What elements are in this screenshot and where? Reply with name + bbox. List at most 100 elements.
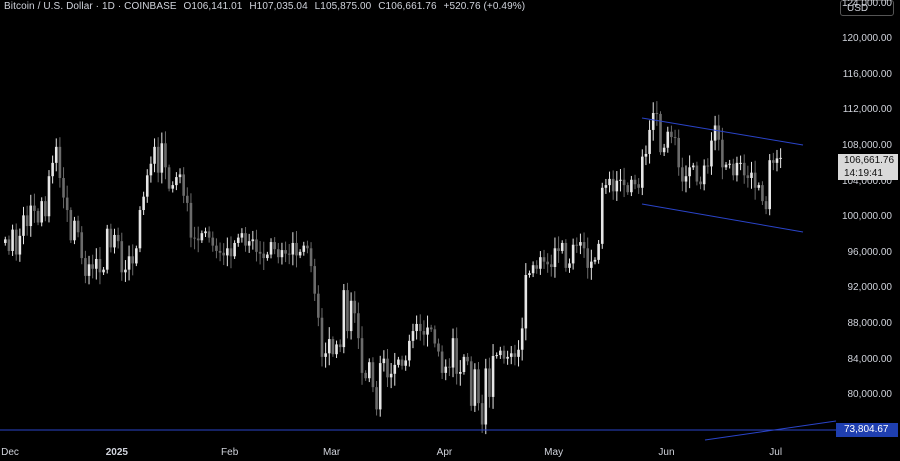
candle-body <box>236 237 240 243</box>
candle-body <box>542 257 546 262</box>
price-tick-label: 124,000.00 <box>841 0 892 9</box>
candle-body <box>568 263 571 268</box>
candle-body <box>313 266 316 294</box>
candle-body <box>724 164 728 168</box>
candle-body <box>386 358 389 378</box>
candle-body <box>586 248 589 268</box>
price-tick-label: 116,000.00 <box>842 68 892 80</box>
candle-body <box>91 264 94 269</box>
candle-body <box>335 344 338 355</box>
candle-body <box>582 242 586 249</box>
candle-body <box>378 363 382 410</box>
candle-body <box>422 331 426 335</box>
candle-body <box>207 231 211 238</box>
candle-body <box>644 153 648 157</box>
candle-body <box>553 248 557 267</box>
candle-body <box>775 158 779 163</box>
candle-body <box>728 163 731 165</box>
channel-lower-trendline[interactable] <box>641 203 804 233</box>
candle-body <box>768 160 771 210</box>
candle-body <box>615 180 619 192</box>
candle-body <box>619 179 622 181</box>
candle-body <box>513 353 517 357</box>
candle-body <box>266 254 269 259</box>
candle-body <box>437 343 440 352</box>
candle-body <box>164 143 167 168</box>
time-tick-label: Feb <box>221 447 239 458</box>
price-tick-label: 92,000.00 <box>847 282 893 294</box>
candle-body <box>280 250 284 258</box>
candle-body <box>418 323 422 332</box>
symbol-header: Bitcoin / U.S. Dollar · 1D · COINBASE O1… <box>4 1 529 12</box>
candle-body <box>324 353 327 357</box>
channel-upper-trendline[interactable] <box>641 117 804 146</box>
candle-body <box>706 165 710 167</box>
candle-body <box>557 248 560 251</box>
candle-body <box>320 317 324 357</box>
price-tick-label: 120,000.00 <box>841 33 892 45</box>
candle-body <box>186 195 189 203</box>
candle-body <box>54 146 58 163</box>
candle-body <box>36 210 40 223</box>
candle-body <box>182 174 185 196</box>
candle-body <box>51 162 54 177</box>
candle-body <box>480 403 484 425</box>
time-tick-label: Mar <box>322 447 341 458</box>
candle-body <box>622 179 626 186</box>
candle-body <box>247 241 251 246</box>
candle-body <box>291 242 295 255</box>
candle-body <box>284 250 287 254</box>
candle-body <box>524 274 528 329</box>
candle-body <box>327 339 331 354</box>
candle-body <box>87 264 91 276</box>
candle-body <box>357 313 360 339</box>
candle-body <box>189 202 193 238</box>
time-tick-label: Dec <box>1 447 19 458</box>
candle-body <box>18 235 22 255</box>
candle-body <box>371 362 375 388</box>
currency-button[interactable]: USD <box>840 0 894 16</box>
candle-body <box>306 245 309 249</box>
candle-body <box>178 174 182 178</box>
long-term-trendline[interactable] <box>704 420 837 441</box>
candle-body <box>215 245 218 251</box>
candle-body <box>127 256 131 270</box>
candle-body <box>699 181 702 185</box>
ohlc-change: +520.76 (+0.49%) <box>443 1 526 12</box>
candle-body <box>677 137 680 168</box>
price-tick-label: 88,000.00 <box>847 317 893 329</box>
candle-body <box>98 258 102 273</box>
candle-body <box>145 175 149 197</box>
candle-body <box>702 165 706 185</box>
candle-body <box>408 340 411 361</box>
candle-body <box>175 177 178 186</box>
candle-body <box>404 360 407 366</box>
candle-body <box>400 359 404 366</box>
candle-body <box>444 366 448 373</box>
candle-body <box>105 228 109 270</box>
candle-body <box>4 239 7 243</box>
candle-body <box>506 356 509 359</box>
candle-body <box>695 165 699 182</box>
candle-body <box>353 300 357 314</box>
candles-layer <box>4 101 782 435</box>
candle-body <box>211 237 215 246</box>
candle-body <box>233 242 236 257</box>
candle-body <box>721 139 724 168</box>
candle-body <box>764 201 768 210</box>
candle-body <box>226 248 229 256</box>
candle-body <box>546 261 549 265</box>
candle-body <box>167 167 171 189</box>
ohlc-low: L105,875.00 <box>314 1 372 12</box>
candle-body <box>382 358 386 364</box>
candle-body <box>298 251 302 256</box>
symbol-title[interactable]: Bitcoin / U.S. Dollar · 1D · COINBASE <box>4 1 177 12</box>
candle-body <box>62 177 65 198</box>
candle-body <box>138 210 142 249</box>
ohlc-close: C106,661.76 <box>378 1 437 12</box>
time-tick-label: Apr <box>436 447 453 458</box>
candle-body <box>520 328 524 350</box>
candle-body <box>608 178 611 186</box>
candle-body <box>746 175 750 178</box>
